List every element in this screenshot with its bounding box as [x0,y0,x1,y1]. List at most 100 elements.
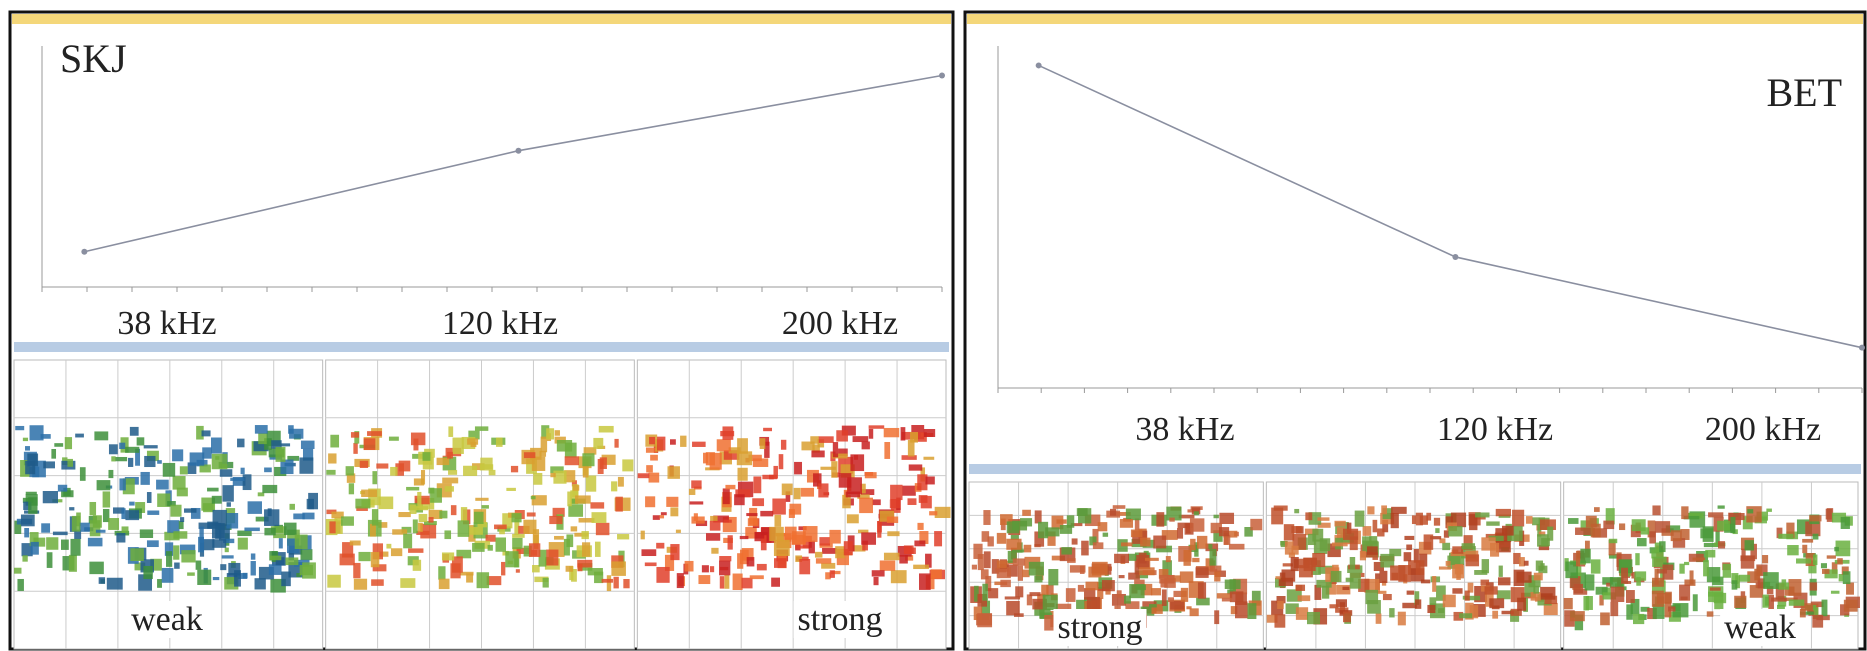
echo-blob [1366,590,1379,604]
echo-blob [1812,615,1823,628]
echo-blob [1813,555,1817,566]
echo-blob [447,452,453,459]
echo-blob [222,555,234,558]
echo-blob [190,452,205,465]
echo-blob [1712,577,1723,586]
echo-blob [1517,598,1526,611]
echo-blob [728,535,733,549]
echo-blob [428,517,433,523]
echo-blob [327,575,341,588]
echo-blob [774,558,786,568]
echo-blob [26,492,37,495]
echo-blob [1586,516,1597,528]
echo-blob [125,510,139,520]
echo-blob [772,499,785,515]
echo-blob [752,498,764,506]
echo-blob [1766,509,1772,512]
echo-blob [740,536,749,539]
echo-blob [710,566,714,572]
echo-blob [350,540,361,545]
echo-blob [58,485,67,492]
echo-blob [982,531,990,542]
echo-blob [417,492,421,508]
echo-blob [399,461,411,472]
echo-blob [31,542,39,555]
echo-blob [506,488,516,491]
echo-blob [70,539,80,556]
echo-blob [795,545,809,548]
echo-blob [1299,565,1313,577]
echo-blob [689,489,695,495]
frequency-label: 38 kHz [117,305,216,342]
echo-blob [614,439,618,448]
echo-blob [355,499,370,509]
echo-blob [1043,595,1058,610]
echo-blob [833,442,838,457]
echo-blob [1331,571,1342,582]
echo-blob [565,456,579,465]
echo-blob [698,575,710,584]
echo-blob [354,579,367,590]
echo-blob [299,457,313,473]
echo-blob [703,453,708,464]
title-bar [967,14,1863,24]
echo-blob [685,561,694,572]
echo-blob [835,546,845,558]
echo-blob [782,484,793,496]
echo-blob [448,470,457,475]
echo-blob [1747,509,1753,513]
echo-blob [1066,588,1076,602]
echo-blob [234,570,241,586]
echo-blob [1140,538,1150,547]
echo-blob [137,437,145,445]
echo-blob [890,485,902,500]
echo-blob [809,541,815,554]
echo-blob [67,459,73,467]
echo-blob [469,527,483,535]
response-point [1859,345,1865,351]
echo-blob [307,499,314,509]
echo-blob [1778,534,1793,539]
echo-blob [913,565,929,569]
echo-blob [1732,580,1738,589]
echo-blob [1135,519,1140,531]
echo-blob [1196,598,1210,606]
echo-blob [69,507,74,510]
echo-blob [458,520,470,536]
frequency-label: 200 kHz [782,305,898,342]
echo-blob [1114,554,1129,563]
echo-blob [1407,591,1415,595]
echo-blob [1455,564,1463,574]
echo-blob [1296,585,1305,591]
echo-blob [1279,578,1293,586]
echo-blob [555,430,560,436]
echo-blob [389,437,399,441]
echo-blob [723,520,731,523]
echo-blob [243,573,248,579]
echo-blob [1406,545,1412,551]
echo-blob [157,460,162,464]
echo-blob [1209,549,1216,566]
echo-blob [241,468,245,474]
echo-blob [564,539,570,556]
echo-blob [737,553,743,569]
echo-blob [861,532,876,544]
echo-blob [618,477,624,487]
echo-blob [230,478,244,481]
echo-blob [248,501,262,514]
strength-label: weak [131,601,203,638]
echo-blob [925,476,934,484]
echo-blob [917,523,923,530]
echo-blob [1291,526,1301,533]
echo-blob [884,428,900,437]
echo-blob [170,505,181,517]
echo-blob [988,588,998,598]
echo-blob [94,431,108,440]
echo-blob [46,537,58,550]
echo-blob [1291,557,1299,571]
echo-blob [1576,551,1580,567]
echo-blob [722,426,733,439]
echo-blob [831,461,837,478]
echo-blob [1634,571,1646,580]
echo-blob [819,436,834,443]
